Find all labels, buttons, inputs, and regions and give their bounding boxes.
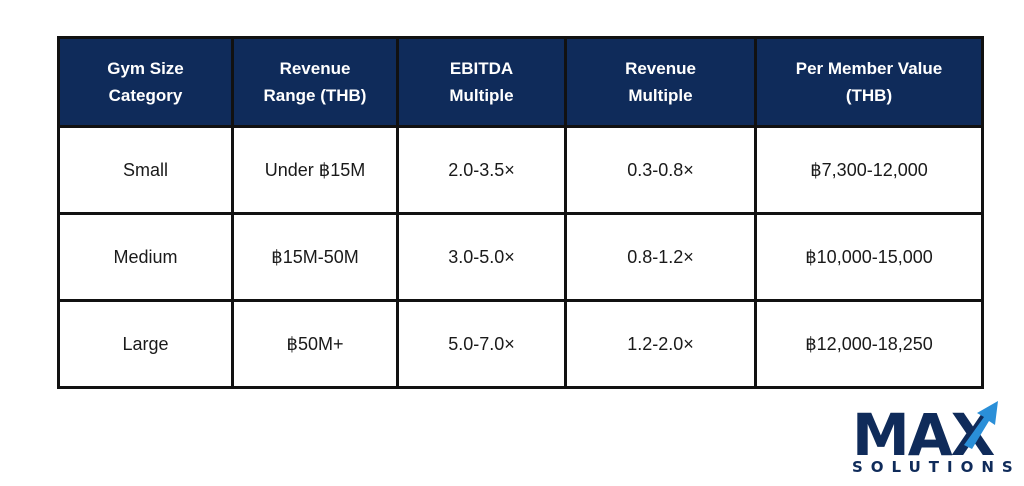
table-row: Small Under ฿15M 2.0-3.5× 0.3-0.8× ฿7,30… (57, 125, 984, 215)
cell-ebitda-multiple: 3.0-5.0× (396, 212, 567, 302)
header-line: Category (108, 86, 183, 105)
logo-word: MAX (852, 401, 995, 459)
header-per-member-value: Per Member Value (THB) (754, 36, 984, 128)
logo-subtitle: SOLUTIONS (852, 458, 1021, 476)
cell-revenue-range: ฿50M+ (231, 299, 399, 389)
cell-revenue-multiple: 0.8-1.2× (564, 212, 757, 302)
table-header-row: Gym Size Category Revenue Range (THB) EB… (57, 36, 984, 128)
header-line: EBITDA (449, 59, 514, 78)
header-revenue-range: Revenue Range (THB) (231, 36, 399, 128)
cell-category: Large (57, 299, 234, 389)
cell-revenue-multiple: 1.2-2.0× (564, 299, 757, 389)
cell-revenue-range: ฿15M-50M (231, 212, 399, 302)
cell-category: Small (57, 125, 234, 215)
valuation-table: Gym Size Category Revenue Range (THB) EB… (57, 36, 984, 389)
header-gym-size-category: Gym Size Category (57, 36, 234, 128)
cell-per-member-value: ฿10,000-15,000 (754, 212, 984, 302)
header-revenue-multiple: Revenue Multiple (564, 36, 757, 128)
header-line: Gym Size (107, 59, 184, 78)
cell-ebitda-multiple: 5.0-7.0× (396, 299, 567, 389)
table-row: Medium ฿15M-50M 3.0-5.0× 0.8-1.2× ฿10,00… (57, 212, 984, 302)
up-arrow-icon (964, 401, 998, 449)
header-line: Revenue (625, 59, 696, 78)
cell-per-member-value: ฿12,000-18,250 (754, 299, 984, 389)
cell-ebitda-multiple: 2.0-3.5× (396, 125, 567, 215)
header-line: Revenue (279, 59, 351, 78)
max-solutions-logo: MAX SOLUTIONS (852, 395, 1021, 479)
table-row: Large ฿50M+ 5.0-7.0× 1.2-2.0× ฿12,000-18… (57, 299, 984, 389)
valuation-table-container: Gym Size Category Revenue Range (THB) EB… (57, 36, 984, 389)
cell-revenue-range: Under ฿15M (231, 125, 399, 215)
header-line: Multiple (449, 86, 514, 105)
header-ebitda-multiple: EBITDA Multiple (396, 36, 567, 128)
logo-mark: MAX (852, 401, 998, 459)
header-line: Range (THB) (263, 86, 367, 105)
header-line: Multiple (628, 86, 693, 105)
cell-per-member-value: ฿7,300-12,000 (754, 125, 984, 215)
header-line: Per Member Value (795, 59, 943, 78)
cell-revenue-multiple: 0.3-0.8× (564, 125, 757, 215)
header-line: (THB) (845, 86, 893, 105)
cell-category: Medium (57, 212, 234, 302)
